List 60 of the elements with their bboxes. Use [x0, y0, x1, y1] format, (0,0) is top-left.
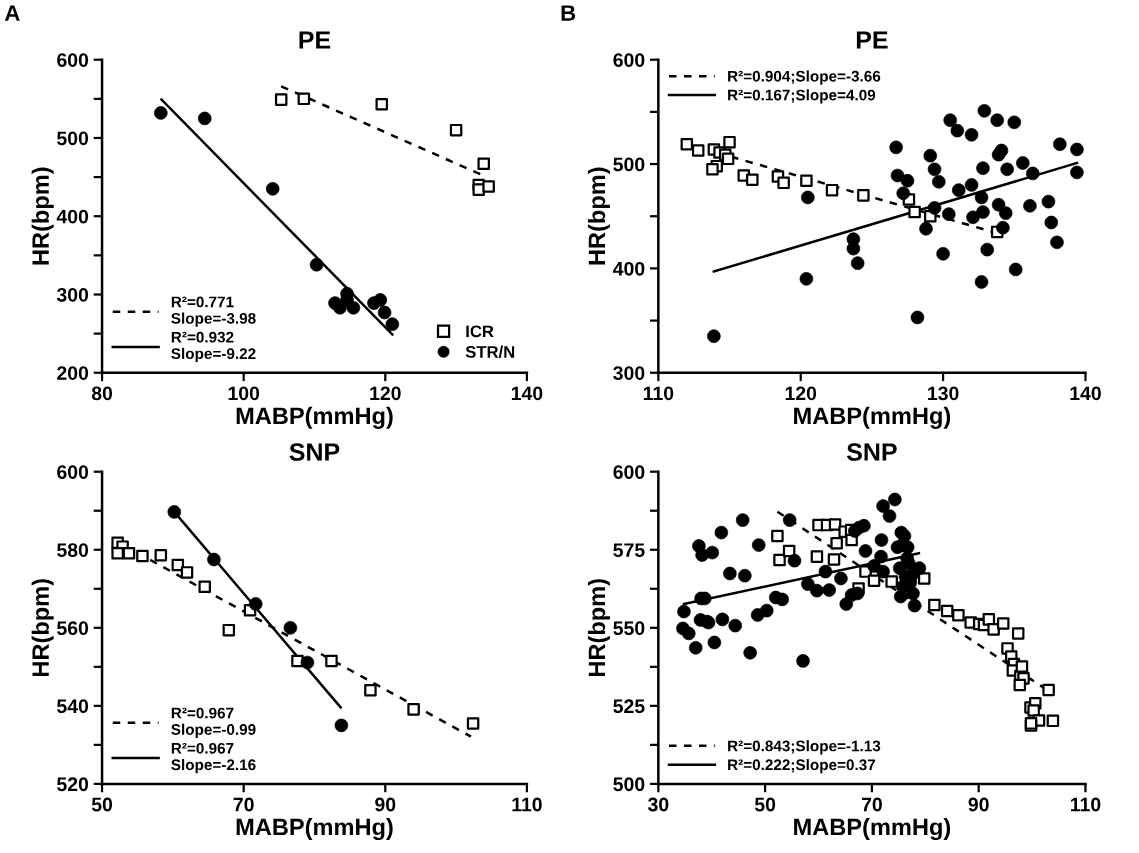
legend-label: R²=0.967 Slope=-0.99	[171, 707, 256, 738]
legend-label: R²=0.967 Slope=-2.16	[171, 742, 256, 774]
x-tick-label: 80	[91, 386, 113, 401]
y-tick-label: 500	[613, 157, 645, 172]
x-tick-label: 120	[785, 386, 817, 401]
y-tick-label: 600	[57, 53, 89, 67]
y-tick-label: 500	[57, 131, 89, 146]
y-axis-title: HR(bpm)	[31, 167, 54, 265]
chart-title: PE	[856, 31, 888, 49]
y-tick-label: 580	[57, 543, 89, 557]
x-tick-label: 50	[754, 797, 776, 812]
x-tick-label: 90	[375, 797, 396, 812]
x-tick-label: 30	[647, 797, 669, 812]
y-tick-label: 550	[613, 621, 645, 636]
y-tick-label: 560	[57, 621, 89, 636]
x-tick-label: 70	[861, 797, 882, 812]
y-tick-label: 200	[57, 366, 89, 380]
x-tick-label: 130	[928, 386, 959, 401]
legend-label: ICR	[466, 325, 494, 338]
y-tick-label: 300	[56, 287, 89, 302]
y-tick-label: 600	[57, 465, 89, 479]
y-tick-label: 575	[613, 543, 645, 557]
x-tick-label: 110	[512, 797, 542, 812]
x-tick-label: 90	[968, 797, 989, 812]
x-tick-label: 100	[228, 386, 260, 401]
text: A	[4, 5, 20, 21]
y-tick-label: 400	[56, 209, 89, 224]
y-axis-title: HR(bpm)	[587, 167, 610, 265]
x-tick-label: 110	[1071, 797, 1101, 812]
y-tick-label: 520	[57, 777, 89, 792]
chart-title: SNP	[846, 443, 897, 461]
chart-title: SNP	[289, 443, 340, 461]
chart-title: PE	[299, 31, 331, 49]
legend-label: R²=0.167;Slope=4.09	[728, 89, 876, 104]
legend-label: R²=0.904;Slope=-3.66	[728, 70, 881, 85]
x-tick-label: 50	[91, 797, 113, 812]
y-tick-label: 500	[613, 777, 645, 792]
x-axis-title: MABP(mmHg)	[236, 406, 393, 429]
y-tick-label: 400	[613, 261, 645, 276]
y-tick-label: 540	[57, 699, 89, 714]
x-tick-label: 140	[1070, 386, 1101, 401]
y-axis-title: HR(bpm)	[31, 579, 54, 677]
x-tick-label: 120	[370, 386, 401, 401]
legend-label: R²=0.932 Slope=-9.22	[171, 331, 256, 363]
y-tick-label: 525	[613, 699, 645, 714]
x-axis-title: MABP(mmHg)	[794, 406, 951, 429]
y-tick-label: 300	[613, 366, 645, 381]
x-axis-title: MABP(mmHg)	[236, 818, 393, 841]
x-tick-label: 110	[643, 386, 674, 401]
y-tick-label: 600	[613, 53, 645, 67]
legend-label: R²=0.843;Slope=-1.13	[728, 740, 881, 755]
x-tick-label: 140	[511, 386, 543, 401]
y-axis-title: HR(bpm)	[587, 579, 610, 677]
text: B	[561, 5, 576, 21]
x-axis-title: MABP(mmHg)	[794, 818, 951, 841]
x-tick-label: 70	[233, 797, 254, 812]
legend-label: R²=0.771 Slope=-3.98	[171, 296, 256, 327]
legend-label: R²=0.222;Slope=0.37	[728, 758, 876, 774]
y-tick-label: 600	[613, 465, 645, 479]
legend-label: STR/N	[465, 345, 515, 358]
